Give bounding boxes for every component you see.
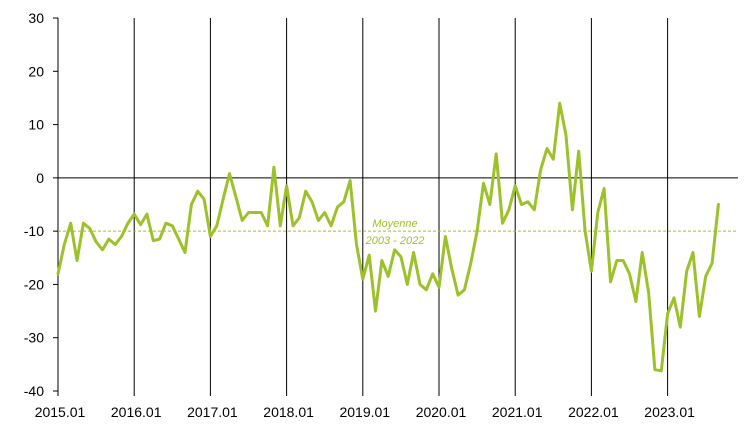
y-tick-label: 20: [28, 63, 44, 79]
x-tick-label: 2023.01: [644, 404, 695, 420]
vertical-grid-lines: [133, 18, 669, 391]
x-tick-label: 2021.01: [492, 404, 543, 420]
y-tick-label: -10: [24, 223, 44, 239]
x-tick-label: 2017.01: [187, 404, 238, 420]
y-axis-ticks: 30 20 10 0 -10 -20 -30 -40: [24, 10, 58, 399]
y-tick-label: 10: [28, 117, 44, 133]
x-tick-label: 2016.01: [111, 404, 162, 420]
y-tick-label: 0: [36, 170, 44, 186]
series-line: [56, 101, 720, 373]
x-tick-label: 2018.01: [263, 404, 314, 420]
average-label-line1: Moyenne: [372, 218, 417, 230]
x-tick-label: 2015.01: [35, 404, 86, 420]
y-tick-label: -30: [24, 330, 44, 346]
x-axis-ticks: 2015.01 2016.01 2017.01 2018.01 2019.01 2020.…: [35, 391, 695, 420]
y-tick-label: -20: [24, 276, 44, 292]
x-tick-label: 2022.01: [568, 404, 619, 420]
y-tick-label: -40: [24, 383, 44, 399]
x-tick-label: 2019.01: [339, 404, 390, 420]
y-tick-label: 30: [28, 10, 44, 26]
average-label-line2: 2003 - 2022: [365, 235, 425, 247]
series-line-group: [56, 101, 720, 373]
x-tick-label: 2020.01: [416, 404, 467, 420]
